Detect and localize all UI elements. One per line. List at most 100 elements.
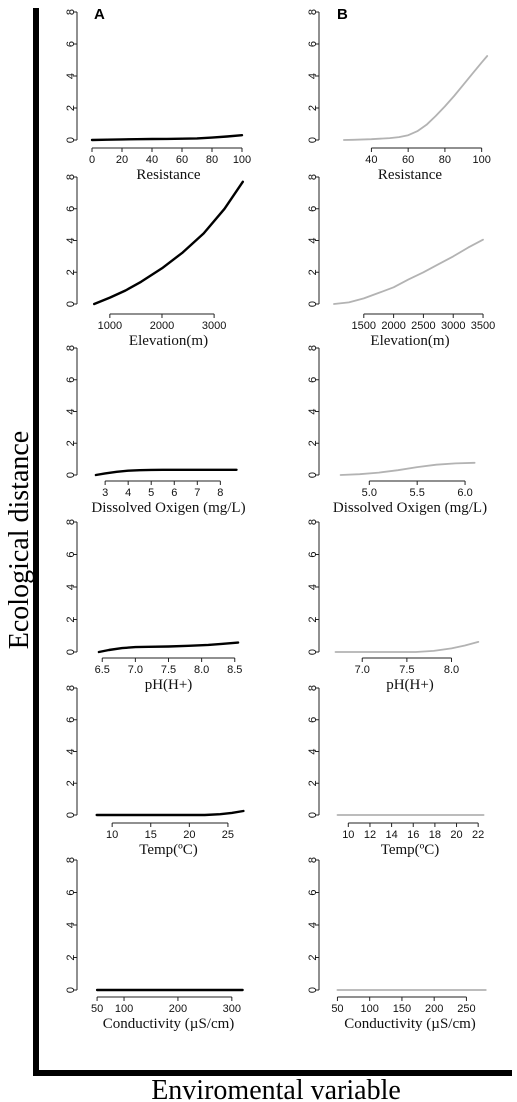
series-line-a-4 — [97, 641, 240, 654]
y-tick-label-8-b-2: 8 — [307, 174, 319, 180]
x-tick-label-200-b-6: 200 — [425, 1003, 443, 1015]
y-tick-label-2-a-6: 2 — [65, 954, 77, 960]
x-tick-label-250-b-6: 250 — [457, 1003, 475, 1015]
y-tick-label-4-b-4: 4 — [307, 584, 319, 590]
y-tick-label-2-b-3: 2 — [307, 440, 319, 446]
y-tick-label-2-a-3: 2 — [65, 440, 77, 446]
y-tick-label-6-b-6: 6 — [307, 889, 319, 895]
x-tick-label-6-a-3: 6 — [171, 487, 177, 499]
x-axis-title-b-5: Temp(ºC) — [381, 842, 440, 858]
x-tick-label-10-a-5: 10 — [106, 829, 118, 841]
x-tick-label-7-b-4: 7.0 — [355, 664, 370, 676]
x-tick-label-1500-b-2: 1500 — [352, 320, 376, 332]
y-tick-label-4-b-3: 4 — [307, 408, 319, 414]
x-tick-label-3500-b-2: 3500 — [471, 320, 495, 332]
y-tick-label-6-b-2: 6 — [307, 206, 319, 212]
x-tick-label-60-b-1: 60 — [402, 154, 414, 166]
y-tick-label-8-b-4: 8 — [307, 519, 319, 525]
x-tick-label-100-a-1: 100 — [233, 154, 251, 166]
x-tick-label-7.5-a-4: 7.5 — [161, 664, 176, 676]
x-tick-label-20-a-5: 20 — [183, 829, 195, 841]
x-tick-label-16-b-5: 16 — [407, 829, 419, 841]
x-tick-label-7.5-b-4: 7.5 — [399, 664, 414, 676]
series-line-b-2 — [333, 238, 484, 305]
y-tick-label-0-a-6: 0 — [65, 987, 77, 993]
y-tick-label-0-b-2: 0 — [307, 301, 319, 307]
series-line-b-1 — [342, 55, 489, 141]
x-axis-title-a-4: pH(H+) — [145, 677, 193, 693]
y-tick-label-0-b-5: 0 — [307, 812, 319, 818]
y-tick-label-8-a-1: 8 — [65, 9, 77, 15]
y-tick-label-8-b-5: 8 — [307, 685, 319, 691]
x-axis-title-a-5: Temp(ºC) — [139, 842, 198, 858]
y-tick-label-2-a-5: 2 — [65, 780, 77, 786]
y-tick-label-0-a-2: 0 — [65, 301, 77, 307]
y-tick-label-4-b-5: 4 — [307, 748, 319, 754]
x-axis-title-b-6: Conductivity (µS/cm) — [344, 1016, 476, 1032]
panel-label-a: A — [94, 6, 105, 23]
x-tick-label-6.5-a-4: 6.5 — [95, 664, 110, 676]
y-tick-label-6-a-3: 6 — [65, 377, 77, 383]
y-tick-label-2-b-2: 2 — [307, 269, 319, 275]
series-line-a-2 — [92, 180, 245, 306]
series-line-b-3 — [339, 461, 476, 476]
y-tick-label-6-b-5: 6 — [307, 717, 319, 723]
series-line-b-4 — [334, 641, 480, 653]
series-line-a-5 — [95, 809, 245, 817]
x-tick-label-60-a-1: 60 — [176, 154, 188, 166]
x-tick-label-80-b-1: 80 — [439, 154, 451, 166]
x-tick-label-8.5-a-4: 8.5 — [227, 664, 242, 676]
y-tick-label-0-a-3: 0 — [65, 472, 77, 478]
x-tick-label-22-b-5: 22 — [472, 829, 484, 841]
x-tick-label-15-a-5: 15 — [145, 829, 157, 841]
y-tick-label-6-a-6: 6 — [65, 889, 77, 895]
y-tick-label-4-a-1: 4 — [65, 73, 77, 79]
x-axis-title-b-4: pH(H+) — [386, 677, 434, 693]
y-tick-label-2-b-4: 2 — [307, 616, 319, 622]
x-tick-label-3000-a-2: 3000 — [202, 320, 226, 332]
x-tick-label-18-b-5: 18 — [429, 829, 441, 841]
y-tick-label-6-b-1: 6 — [307, 41, 319, 47]
y-tick-label-4-a-6: 4 — [65, 922, 77, 928]
y-tick-label-4-b-1: 4 — [307, 73, 319, 79]
y-tick-label-0-b-3: 0 — [307, 472, 319, 478]
y-tick-label-8-a-6: 8 — [65, 857, 77, 863]
x-tick-label-8-b-4: 8.0 — [444, 664, 459, 676]
x-tick-label-100-b-6: 100 — [361, 1003, 379, 1015]
x-tick-label-25-a-5: 25 — [222, 829, 234, 841]
y-tick-label-6-a-4: 6 — [65, 551, 77, 557]
x-axis-title-a-6: Conductivity (µS/cm) — [103, 1016, 235, 1032]
x-tick-label-50-a-6: 50 — [91, 1003, 103, 1015]
x-tick-label-100-b-1: 100 — [472, 154, 490, 166]
y-tick-label-0-b-4: 0 — [307, 649, 319, 655]
x-tick-label-0-a-1: 0 — [89, 154, 95, 166]
y-tick-label-4-a-2: 4 — [65, 237, 77, 243]
series-line-a-3 — [94, 468, 238, 477]
y-tick-label-0-a-4: 0 — [65, 649, 77, 655]
y-tick-label-6-a-1: 6 — [65, 41, 77, 47]
x-tick-label-40-b-1: 40 — [365, 154, 377, 166]
x-tick-label-8-a-4: 8.0 — [194, 664, 209, 676]
x-axis-title-b-3: Dissolved Oxigen (mg/L) — [333, 500, 487, 516]
panel-b-2: 0 2 4 6 8 1500 2000 2500 3000 3500 Elevation(m) — [307, 174, 495, 349]
x-tick-label-50-b-6: 50 — [331, 1003, 343, 1015]
series-line-a-1 — [90, 133, 244, 142]
x-tick-label-150-b-6: 150 — [393, 1003, 411, 1015]
panel-label-b: B — [337, 6, 348, 23]
x-axis-title-a-1: Resistance — [136, 167, 200, 183]
x-tick-label-1000-a-2: 1000 — [98, 320, 122, 332]
x-axis-title-a-2: Elevation(m) — [129, 333, 208, 349]
y-axis-title: Ecological distance — [4, 431, 35, 649]
y-tick-label-0-a-1: 0 — [65, 137, 77, 143]
x-tick-label-7-a-3: 7 — [194, 487, 200, 499]
x-axis-title-b-2: Elevation(m) — [370, 333, 449, 349]
y-tick-label-4-b-2: 4 — [307, 237, 319, 243]
x-tick-label-7-a-4: 7.0 — [128, 664, 143, 676]
x-tick-label-2000-b-2: 2000 — [381, 320, 405, 332]
x-tick-label-20-a-1: 20 — [116, 154, 128, 166]
panel-b-5: 0 2 4 6 8 10 12 14 16 18 20 22 Temp(ºC) — [307, 685, 485, 858]
